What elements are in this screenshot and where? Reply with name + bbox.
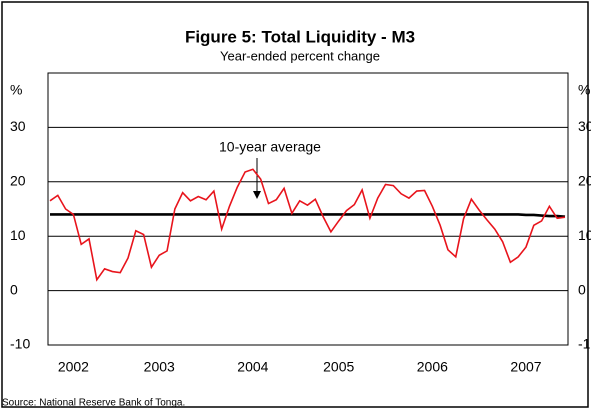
y2-tick-label: 10 <box>578 227 591 243</box>
x-tick-label: 2005 <box>323 359 354 375</box>
x-tick-label: 2003 <box>144 359 175 375</box>
chart-subtitle: Year-ended percent change <box>220 48 380 63</box>
y2-tick-label: 20 <box>578 173 591 189</box>
source-note: Source: National Reserve Bank of Tonga. <box>2 398 185 409</box>
y-tick-label: 0 <box>10 281 18 297</box>
y-tick-label: 30 <box>10 118 26 134</box>
chart-title: Figure 5: Total Liquidity - M3 <box>185 27 415 46</box>
y-tick-label: 20 <box>10 173 26 189</box>
y2-tick-label: 0 <box>578 281 586 297</box>
y-tick-label: -10 <box>10 336 30 352</box>
annotation: 10-year average <box>219 139 321 155</box>
y-tick-label: 10 <box>10 227 26 243</box>
y2-tick-label: 30 <box>578 118 591 134</box>
x-tick-label: 2006 <box>417 359 448 375</box>
x-tick-label: 2002 <box>58 359 89 375</box>
average-line <box>50 213 566 218</box>
x-tick-label: 2004 <box>237 359 268 375</box>
y2-axis-label: % <box>578 82 590 98</box>
y-axis-label: % <box>10 82 22 98</box>
plot-area <box>47 72 569 346</box>
data-line <box>49 168 566 282</box>
x-tick-label: 2007 <box>510 359 541 375</box>
annotation-arrowhead <box>253 191 261 199</box>
y2-tick-label: -10 <box>578 336 591 352</box>
